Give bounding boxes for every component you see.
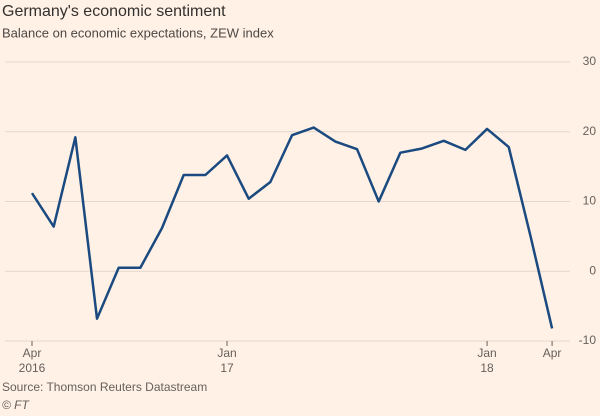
credit: © FT [2, 398, 31, 412]
x-tick-sublabel: 18 [480, 361, 494, 375]
x-tick-label: Apr [543, 346, 562, 360]
x-tick-label: Jan [477, 346, 496, 360]
y-tick-label: 20 [583, 124, 597, 138]
x-tick-sublabel: 2016 [19, 361, 46, 375]
chart-subtitle: Balance on economic expectations, ZEW in… [2, 25, 274, 40]
x-tick-label: Jan [217, 346, 236, 360]
y-tick-label: 0 [589, 263, 596, 277]
source: Source: Thomson Reuters Datastream [2, 380, 207, 394]
line [30, 126, 554, 329]
x-tick-sublabel: 17 [220, 361, 234, 375]
y-tick-label: 30 [583, 54, 597, 68]
y-tick-label: -10 [579, 333, 597, 347]
y-tick-label: 10 [583, 194, 597, 208]
x-tick-label: Apr [23, 346, 42, 360]
chart-title: Germany's economic sentiment [2, 3, 226, 20]
